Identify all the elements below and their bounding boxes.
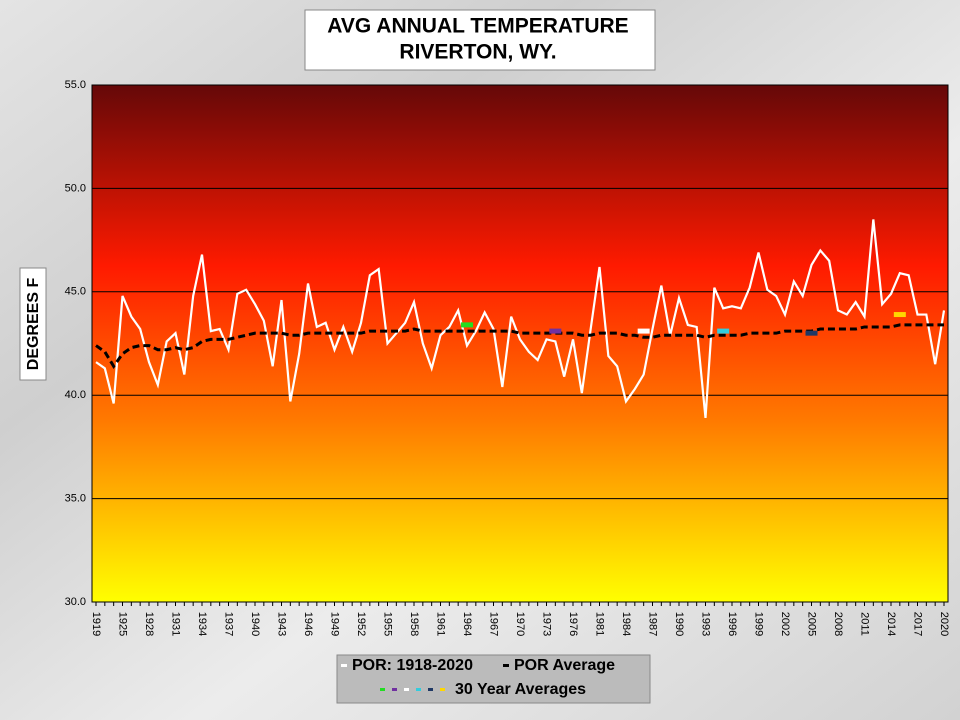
legend-label: POR: 1918-2020 [352,657,473,674]
x-tick-label: 1919 [90,612,102,636]
x-tick-label: 1937 [223,612,235,636]
plot-area [91,84,949,603]
x-tick-label: 1958 [408,612,420,636]
x-tick-label: 2008 [832,612,844,636]
x-tick-label: 1934 [196,612,208,636]
x-tick-label: 1955 [382,612,394,636]
y-tick-label: 35.0 [65,493,86,505]
legend-swatch [392,688,397,691]
x-tick-label: 1973 [541,612,553,636]
series-line [95,219,946,419]
x-tick-label: 1931 [170,612,182,636]
legend-label: POR Average [514,657,615,674]
legend-swatch [428,688,433,691]
x-tick-label: 1981 [594,612,606,636]
chart-subtitle: RIVERTON, WY. [399,41,556,64]
x-tick-label: 1993 [700,612,712,636]
x-tick-label: 1925 [117,612,129,636]
x-tick-label: 2020 [938,612,950,636]
x-tick-label: 1961 [435,612,447,636]
x-tick-label: 1970 [514,612,526,636]
x-tick-label: 1990 [673,612,685,636]
x-tick-label: 1999 [753,612,765,636]
x-tick-label: 1984 [620,612,632,636]
x-tick-label: 1943 [276,612,288,636]
y-axis-label: DEGREES F [25,278,42,371]
x-tick-label: 1964 [461,612,473,636]
legend [336,654,651,704]
x-tick-label: 2017 [912,612,924,636]
chart-title: AVG ANNUAL TEMPERATURE [327,15,628,38]
x-tick-label: 2014 [885,612,897,636]
legend-swatch [404,688,409,691]
legend-label: 30 Year Averages [455,681,586,698]
legend-swatch [503,664,509,667]
x-tick-label: 1946 [302,612,314,636]
legend-swatch [341,664,347,667]
y-tick-label: 55.0 [65,79,86,91]
x-tick-label: 1949 [329,612,341,636]
x-tick-label: 1967 [488,612,500,636]
x-tick-label: 1976 [567,612,579,636]
x-tick-label: 2011 [859,612,871,636]
x-tick-label: 1987 [647,612,659,636]
legend-swatch [380,688,385,691]
y-tick-label: 50.0 [65,182,86,194]
y-tick-label: 45.0 [65,286,86,298]
legend-swatch [416,688,421,691]
x-tick-label: 2002 [779,612,791,636]
y-tick-label: 30.0 [65,596,86,608]
y-tick-label: 40.0 [65,389,86,401]
x-tick-label: 1928 [143,612,155,636]
x-tick-label: 1952 [355,612,367,636]
y-label-box [19,267,47,381]
legend-swatch [440,688,445,691]
x-tick-label: 2005 [806,612,818,636]
x-tick-label: 1996 [726,612,738,636]
x-tick-label: 1940 [249,612,261,636]
title-box [304,9,656,71]
